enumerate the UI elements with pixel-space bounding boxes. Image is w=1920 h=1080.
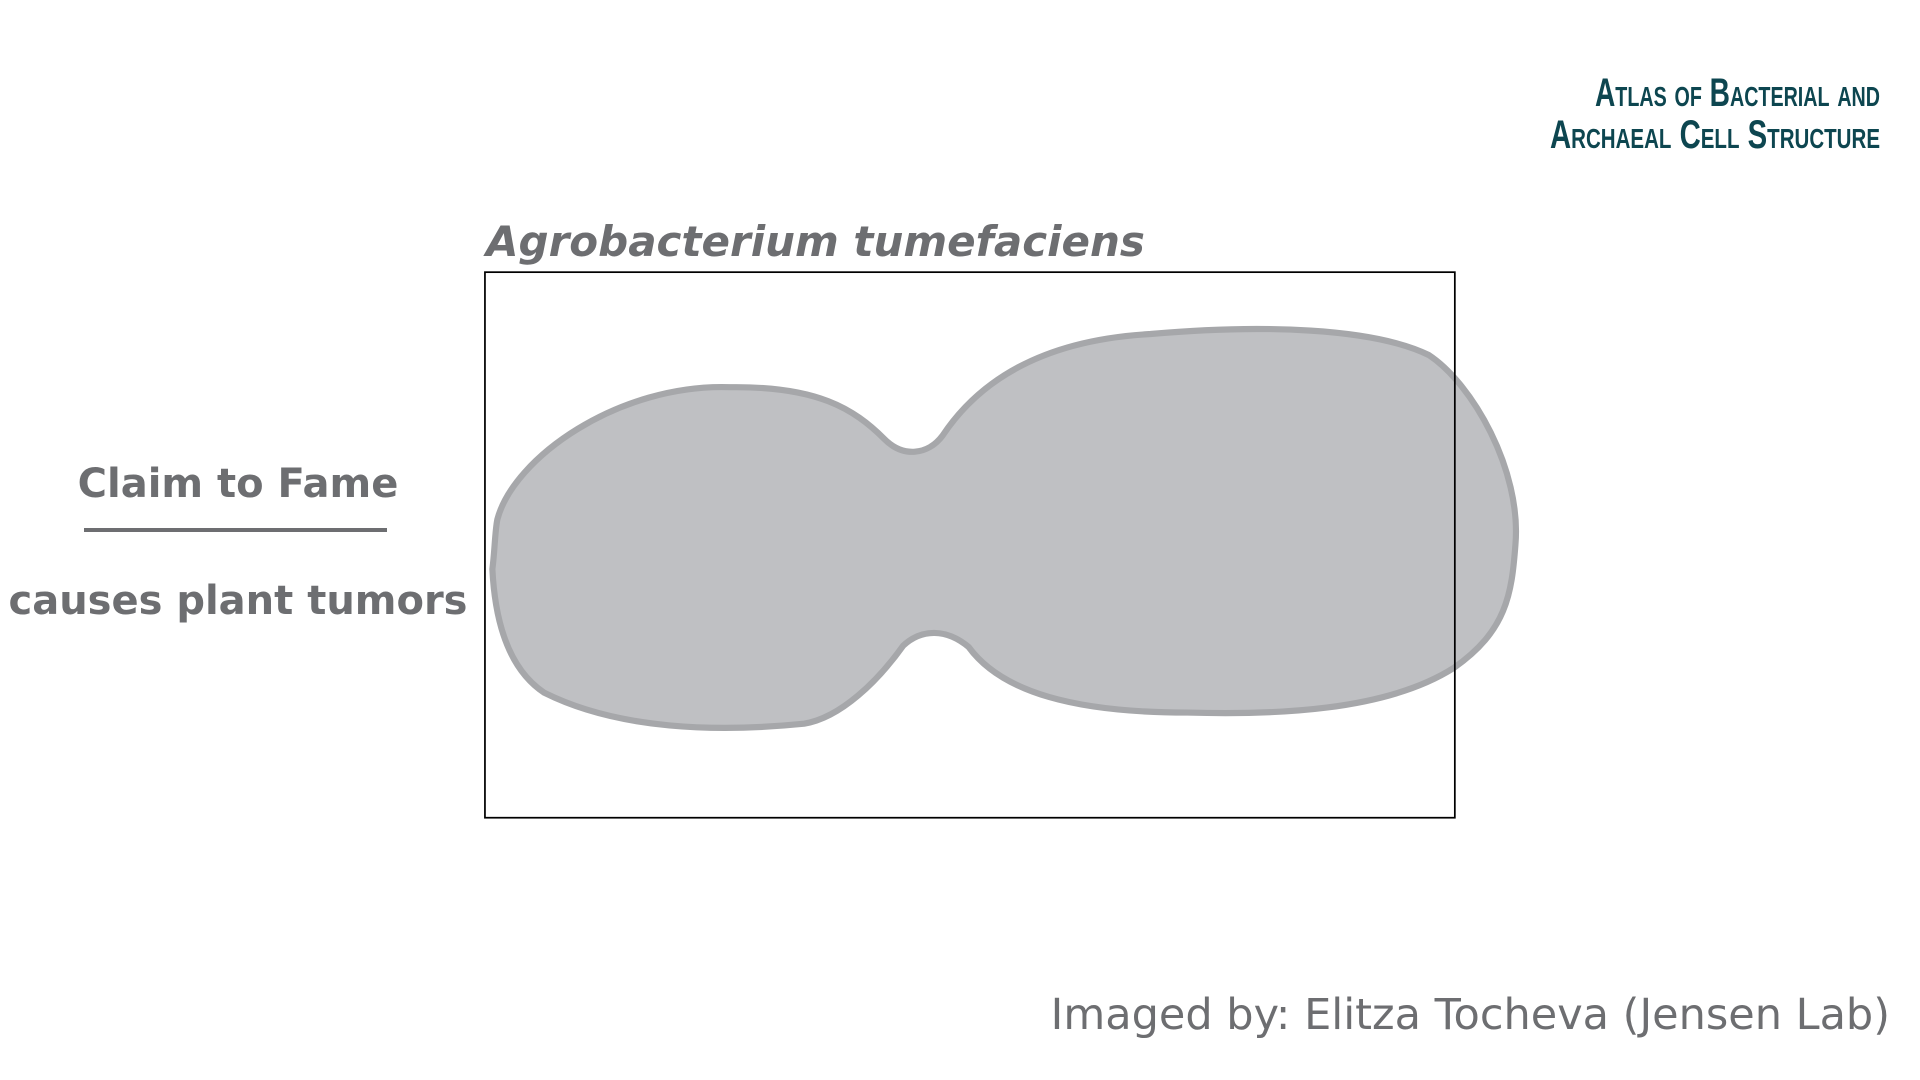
logo-line: Archaeal Cell Structure bbox=[1550, 113, 1880, 157]
cell-illustration bbox=[484, 271, 1520, 819]
cell bbox=[489, 325, 1520, 731]
logo-line: Atlas of Bacterial and bbox=[1595, 71, 1880, 115]
claim-text: causes plant tumors bbox=[8, 578, 467, 624]
image-frame bbox=[484, 271, 1456, 819]
claim-heading: Claim to Fame bbox=[78, 461, 399, 507]
title: Agrobacterium tumefaciens bbox=[483, 217, 1145, 266]
credit: Imaged by: Elitza Tocheva (Jensen Lab) bbox=[1051, 990, 1890, 1040]
